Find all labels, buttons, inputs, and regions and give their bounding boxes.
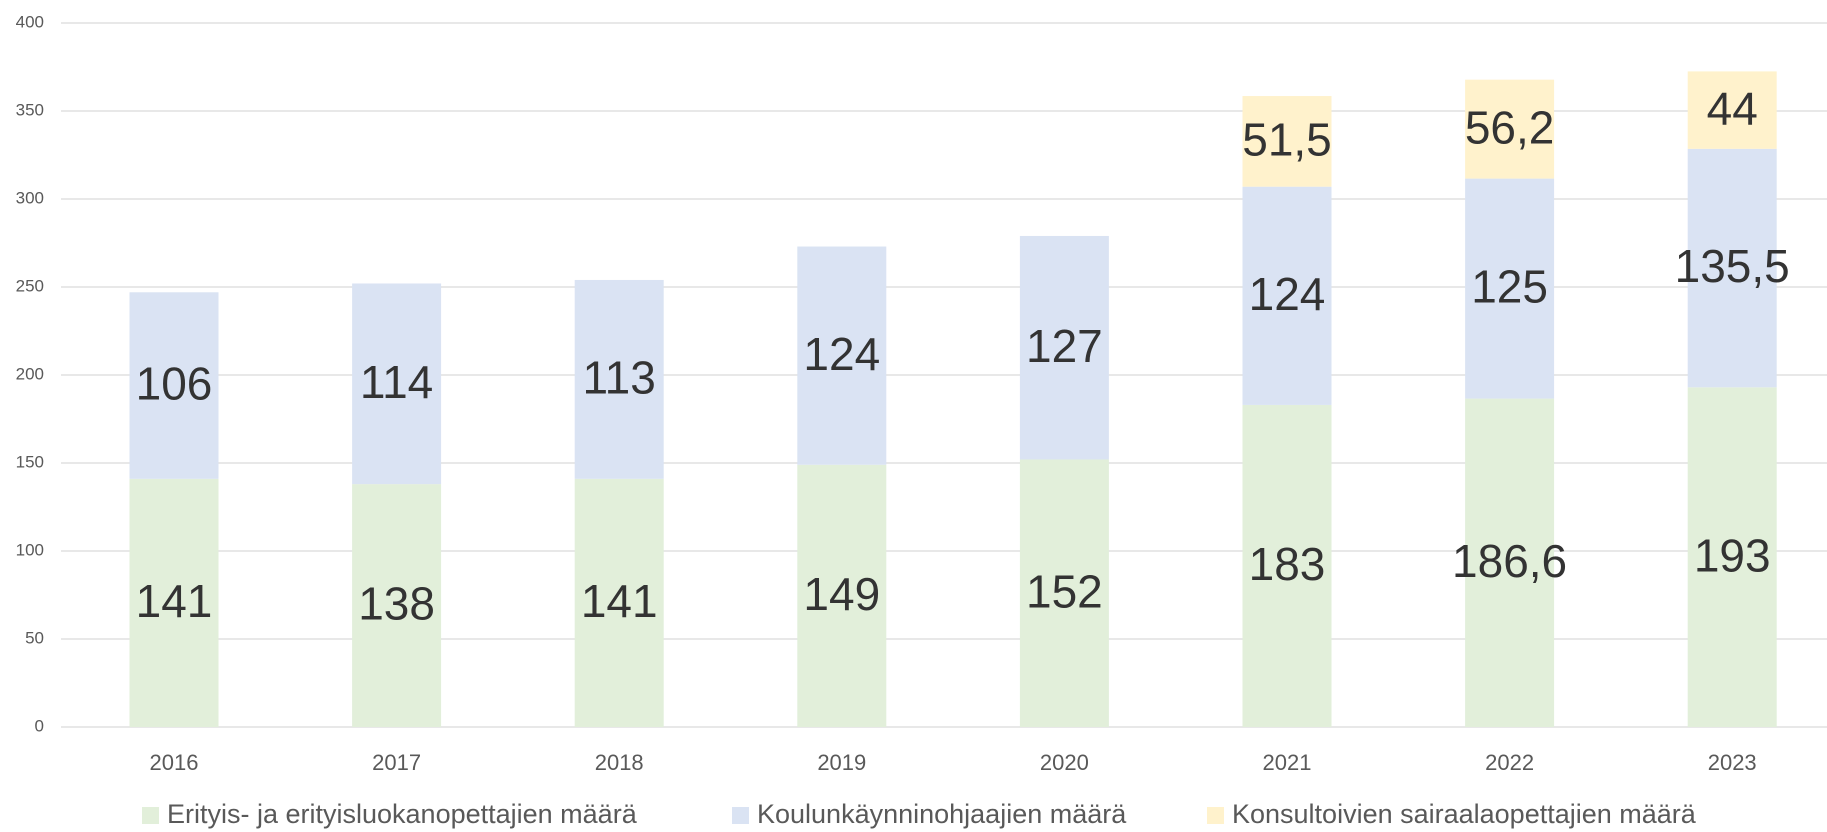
x-tick-label: 2020 xyxy=(1040,750,1089,775)
legend-swatch xyxy=(732,807,749,824)
x-tick-label: 2019 xyxy=(817,750,866,775)
bar-segment xyxy=(1242,96,1332,187)
value-label: 125 xyxy=(1471,261,1548,313)
legend-label: Konsultoivien sairaalaopettajien määrä xyxy=(1232,799,1697,829)
value-label: 56,2 xyxy=(1465,101,1555,153)
y-tick-label: 100 xyxy=(16,540,44,559)
value-label: 106 xyxy=(136,358,213,410)
legend-label: Erityis- ja erityisluokanopettajien määr… xyxy=(167,799,638,829)
value-label: 193 xyxy=(1694,529,1771,581)
bar-segment xyxy=(1242,404,1332,727)
value-label: 138 xyxy=(358,578,435,630)
bar-segment xyxy=(1687,387,1777,727)
value-label: 51,5 xyxy=(1242,114,1332,166)
y-tick-label: 200 xyxy=(16,364,44,383)
x-tick-label: 2018 xyxy=(595,750,644,775)
bar-segment xyxy=(797,464,887,727)
value-label: 113 xyxy=(583,352,656,404)
x-tick-label: 2017 xyxy=(372,750,421,775)
legend-label: Koulunkäynninohjaajien määrä xyxy=(757,799,1127,829)
y-tick-label: 250 xyxy=(16,276,44,295)
bar-segment xyxy=(1687,148,1777,388)
bar-segment xyxy=(1465,178,1555,399)
value-label: 44 xyxy=(1707,82,1758,134)
x-tick-label: 2023 xyxy=(1708,750,1757,775)
y-tick-label: 150 xyxy=(16,452,44,471)
x-tick-label: 2021 xyxy=(1263,750,1312,775)
bar-segment xyxy=(352,484,442,727)
value-label: 141 xyxy=(581,575,658,627)
value-label: 141 xyxy=(136,575,213,627)
bar-segment xyxy=(797,246,887,465)
y-tick-label: 350 xyxy=(16,100,44,119)
bar-segment xyxy=(1019,235,1109,460)
bar-segment xyxy=(1687,71,1777,149)
y-tick-label: 50 xyxy=(25,628,44,647)
bar-segment xyxy=(129,292,219,479)
value-label: 135,5 xyxy=(1675,240,1790,292)
value-label: 149 xyxy=(803,568,880,620)
legend-swatch xyxy=(142,807,159,824)
bar-segment xyxy=(1019,459,1109,727)
value-label: 183 xyxy=(1249,538,1326,590)
x-tick-label: 2022 xyxy=(1485,750,1534,775)
value-label: 124 xyxy=(803,328,880,380)
x-tick-label: 2016 xyxy=(150,750,199,775)
bar-segment xyxy=(129,478,219,727)
value-label: 152 xyxy=(1026,565,1103,617)
bar-segment xyxy=(1465,79,1555,179)
value-label: 124 xyxy=(1249,268,1326,320)
value-label: 127 xyxy=(1026,320,1103,372)
bar-segment xyxy=(574,279,664,479)
value-label: 114 xyxy=(360,356,433,408)
y-tick-label: 300 xyxy=(16,188,44,207)
bar-segment xyxy=(352,283,442,485)
bar-segment xyxy=(1465,398,1555,727)
legend-swatch xyxy=(1207,807,1224,824)
bar-segment xyxy=(574,478,664,727)
bar-segment xyxy=(1242,186,1332,405)
y-tick-label: 400 xyxy=(16,12,44,31)
value-label: 186,6 xyxy=(1452,535,1567,587)
y-tick-label: 0 xyxy=(35,716,44,735)
